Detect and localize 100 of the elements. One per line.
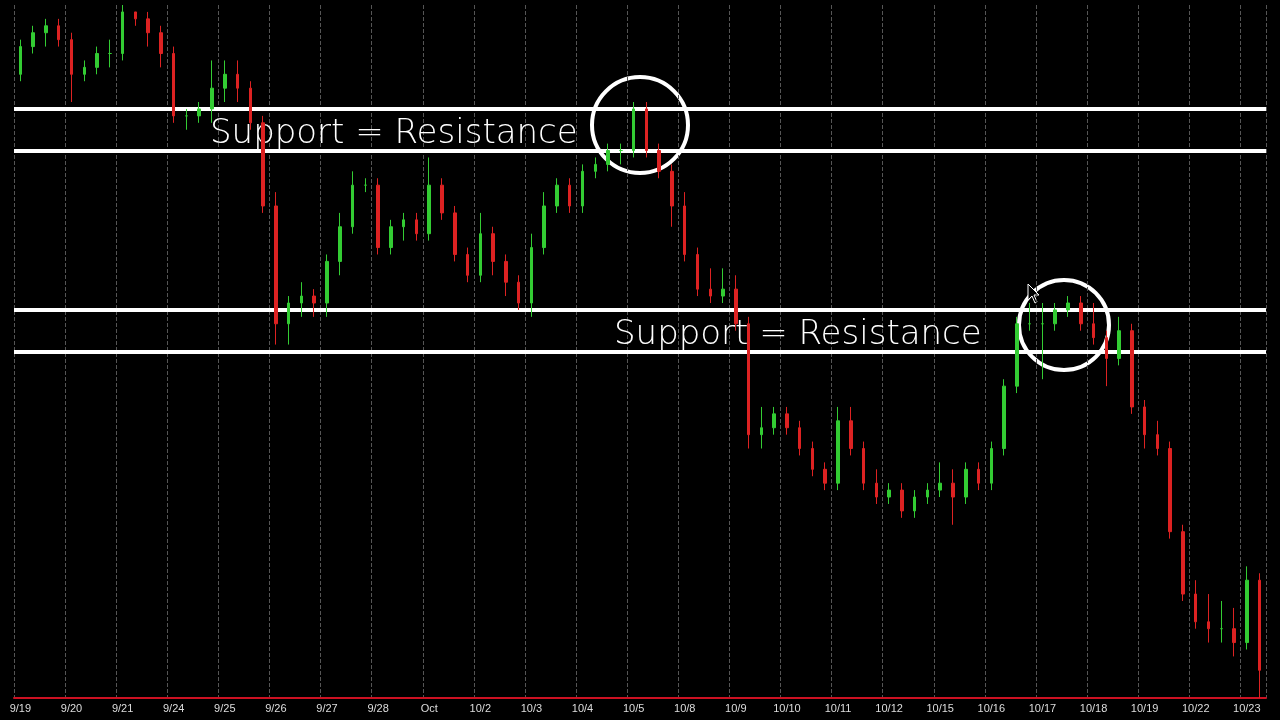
x-tick-label: 9/20 xyxy=(60,701,83,714)
x-tick-label: 9/25 xyxy=(214,701,236,714)
candlestick xyxy=(632,101,635,158)
candlestick xyxy=(1105,330,1108,387)
candlestick xyxy=(1258,572,1261,699)
candlestick xyxy=(1041,302,1044,380)
candlestick xyxy=(108,39,112,68)
candlestick xyxy=(594,156,597,179)
candlestick xyxy=(555,177,559,214)
candlestick xyxy=(1130,323,1134,415)
candlestick xyxy=(1066,295,1070,318)
candlestick xyxy=(568,177,571,214)
candlestick xyxy=(772,406,776,436)
candlestick xyxy=(670,163,674,228)
candlestick xyxy=(798,420,801,456)
candlestick xyxy=(197,101,201,124)
candlestick xyxy=(300,281,303,318)
x-tick-label: 10/17 xyxy=(1028,701,1057,714)
candlestick xyxy=(223,59,227,103)
candlestick xyxy=(606,143,610,172)
x-tick-label: 10/10 xyxy=(773,701,801,714)
candlestick xyxy=(530,233,533,318)
x-tick-label: 10/4 xyxy=(571,701,594,714)
x-tick-label: 10/19 xyxy=(1130,701,1159,714)
candlestick xyxy=(134,11,137,27)
x-tick-label: 9/26 xyxy=(265,701,287,714)
candlestick xyxy=(351,170,354,235)
candlestick xyxy=(1143,399,1146,450)
candlestick xyxy=(172,46,175,124)
x-tick-label: 10/16 xyxy=(977,701,1006,714)
x-tick-label: 10/11 xyxy=(824,701,852,714)
candlestick xyxy=(1079,295,1083,332)
candlestick xyxy=(1194,579,1197,630)
candlestick xyxy=(1002,378,1006,456)
candlestick xyxy=(1156,420,1159,456)
candlestick xyxy=(709,267,712,304)
candlestick xyxy=(862,441,865,491)
ref-line-label: Support = Resistance xyxy=(614,311,982,352)
candlestick xyxy=(951,468,955,526)
candlestick xyxy=(1015,316,1019,394)
candlestick xyxy=(312,288,316,318)
candlestick xyxy=(645,101,648,158)
candlestick xyxy=(1232,607,1236,657)
candlestick xyxy=(70,32,73,103)
candlestick xyxy=(83,59,86,82)
candlestick xyxy=(440,177,444,221)
candlestick xyxy=(1207,593,1210,644)
x-tick-label: 9/28 xyxy=(367,701,389,714)
candlestick xyxy=(581,163,584,214)
candlestick xyxy=(913,489,916,519)
candlestick xyxy=(619,143,623,165)
x-tick-label: 10/22 xyxy=(1181,701,1210,714)
candlestick xyxy=(1245,565,1249,650)
candlestick xyxy=(887,482,891,505)
candlestick xyxy=(389,219,393,255)
x-tick-label: 9/21 xyxy=(111,701,134,714)
candlestick xyxy=(1053,302,1057,332)
candlestick xyxy=(466,247,469,283)
candlestick xyxy=(849,406,853,456)
candlestick xyxy=(44,18,48,48)
candlestick xyxy=(542,191,546,255)
candlestick xyxy=(504,253,508,297)
candlestick xyxy=(121,4,124,61)
candlestick xyxy=(287,295,290,346)
candlestick xyxy=(376,177,380,255)
candlestick xyxy=(990,441,993,491)
x-tick-label: 10/8 xyxy=(674,701,696,714)
candlestick xyxy=(1117,316,1121,366)
candlestick xyxy=(325,253,329,318)
x-tick-label: 9/24 xyxy=(162,701,185,714)
candlestick xyxy=(274,191,278,346)
candlestick xyxy=(875,468,878,505)
x-tick-label: Oct xyxy=(420,701,438,714)
x-tick-label: 10/12 xyxy=(875,701,903,714)
candlestick xyxy=(159,25,163,68)
candlestick xyxy=(1168,441,1172,540)
candlestick xyxy=(977,461,980,491)
candlestick xyxy=(657,143,661,179)
candlestick xyxy=(785,406,789,436)
x-tick-label: 10/23 xyxy=(1233,701,1261,714)
candlestick xyxy=(964,461,968,505)
candlestick xyxy=(236,59,239,103)
candlestick xyxy=(747,316,750,450)
candlestick xyxy=(760,406,763,450)
candlestick xyxy=(1181,524,1185,602)
candlestick xyxy=(696,247,699,297)
candlestick xyxy=(146,11,150,48)
candlestick xyxy=(823,461,827,491)
x-tick-label: 10/2 xyxy=(469,701,492,714)
candlestick xyxy=(517,274,520,311)
x-tick-label: 9/27 xyxy=(316,701,338,714)
candlestick xyxy=(31,25,35,55)
x-tick-label: 10/9 xyxy=(725,701,747,714)
candlestick xyxy=(900,482,904,519)
candlestick xyxy=(57,18,60,48)
candlestick xyxy=(427,156,431,242)
candlestick xyxy=(721,267,725,304)
candlestick xyxy=(19,39,22,82)
candlestick xyxy=(453,205,457,262)
candlestick xyxy=(938,461,942,498)
